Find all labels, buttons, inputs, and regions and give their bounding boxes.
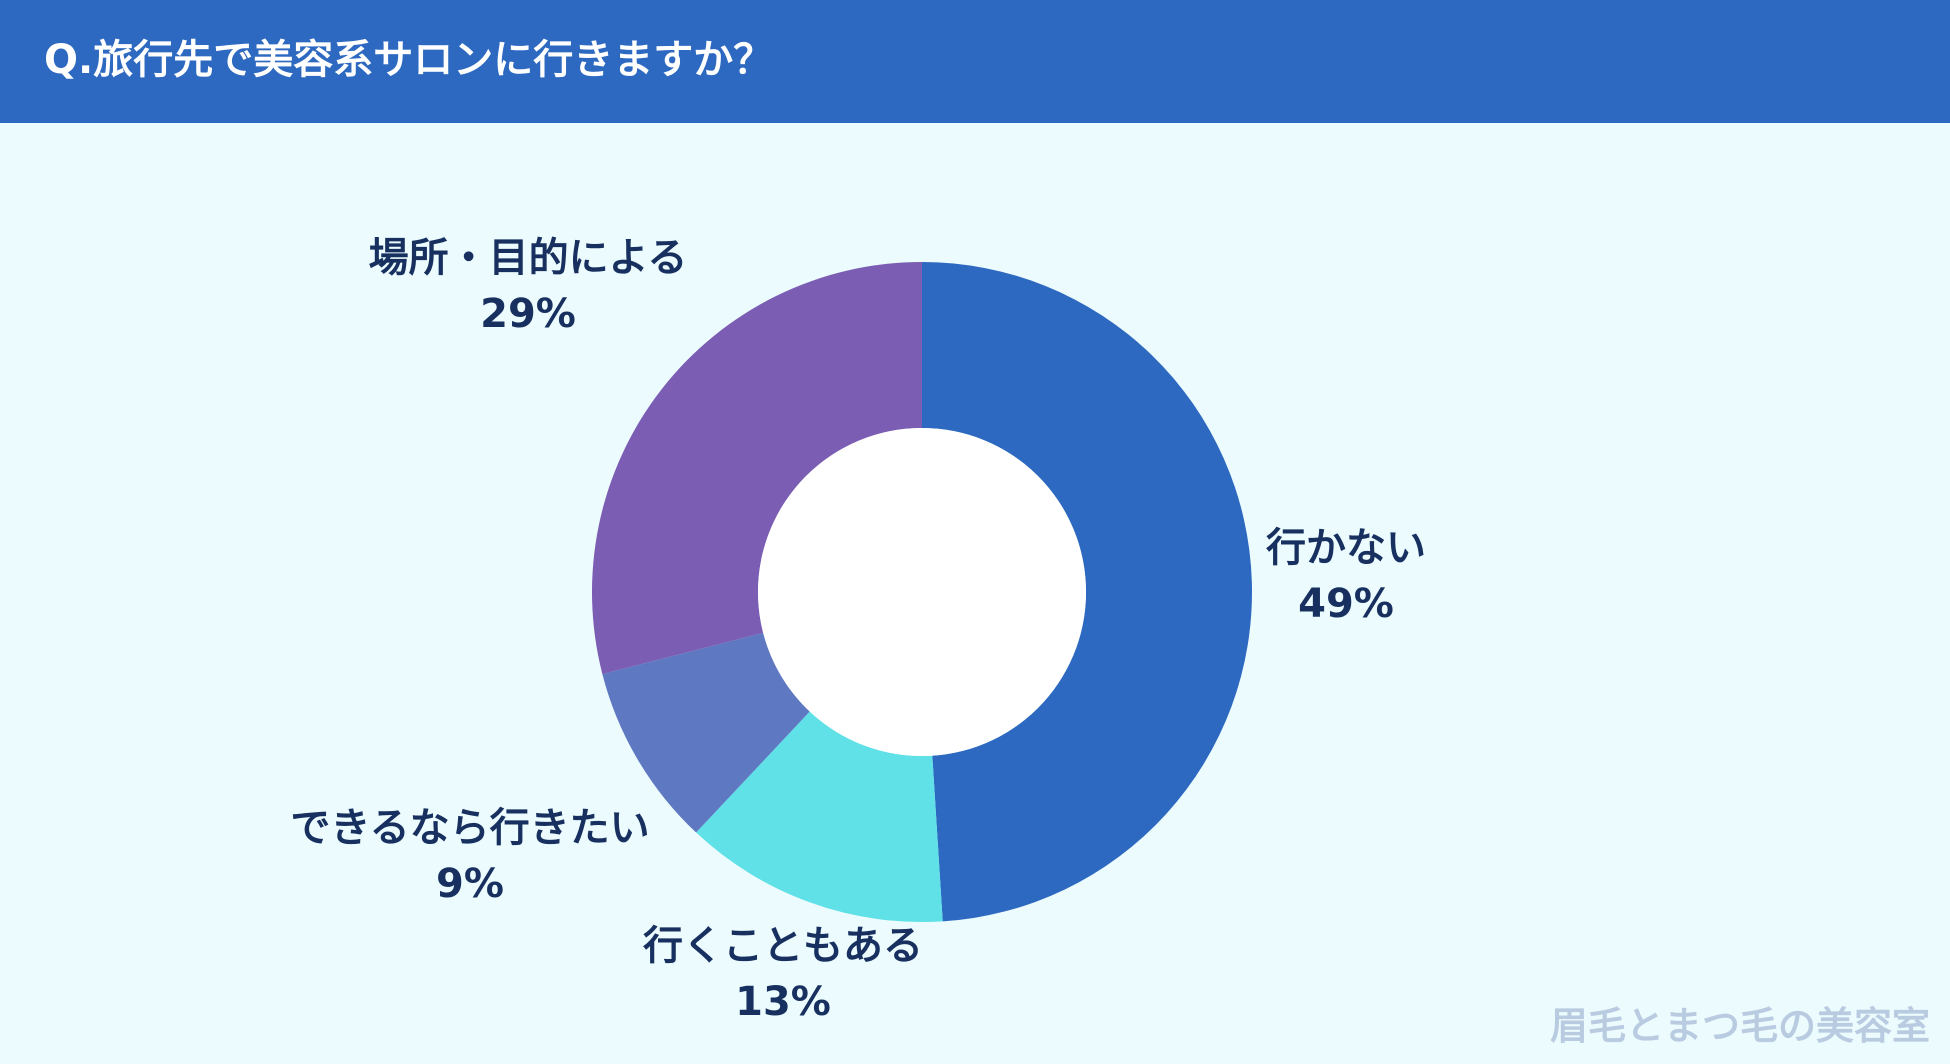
page-title: Q.旅行先で美容系サロンに行きますか？ xyxy=(44,37,774,83)
slice-label-name: 場所・目的による xyxy=(368,235,688,281)
slice-ikanai xyxy=(922,262,1252,922)
slice-iku-koto-mo-aru xyxy=(696,711,943,922)
brand-watermark: 眉毛とまつ毛の美容室 xyxy=(1549,1003,1930,1048)
donut-hole xyxy=(758,428,1086,756)
slice-label-name: できるなら行きたい xyxy=(290,805,650,851)
slice-label-value: 29% xyxy=(480,291,576,337)
slice-label-value: 49% xyxy=(1298,581,1394,627)
chart-slices xyxy=(592,262,1252,922)
slice-label-value: 13% xyxy=(735,979,831,1025)
slice-label-basho-mokuteki: 場所・目的による 29% xyxy=(369,230,688,342)
slice-label-dekiru-nara-ikitai: できるなら行きたい 9% xyxy=(290,800,649,912)
slice-label-value: 9% xyxy=(436,861,504,907)
slice-dekiru-nara-ikitai xyxy=(602,632,810,833)
header-bar: Q.旅行先で美容系サロンに行きますか？ xyxy=(0,0,1950,123)
slice-label-name: 行かない xyxy=(1266,525,1426,571)
slice-label-ikanai: 行かない 49% xyxy=(1266,520,1426,632)
slice-label-name: 行くこともある xyxy=(643,923,923,969)
slice-basho-mokuteki xyxy=(592,262,922,675)
slice-label-iku-koto-mo-aru: 行くこともある 13% xyxy=(643,918,923,1030)
